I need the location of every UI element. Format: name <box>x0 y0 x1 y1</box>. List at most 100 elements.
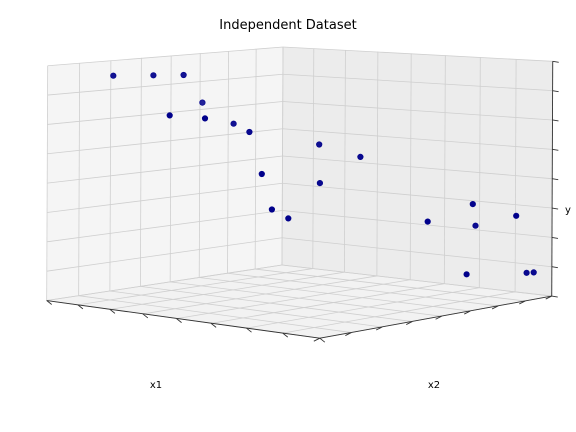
right-wall-grid-line <box>281 264 552 297</box>
data-point <box>463 271 470 278</box>
data-point <box>513 212 520 219</box>
x2-tick <box>77 304 84 310</box>
data-point <box>166 112 173 119</box>
x-axis-label: x1 <box>150 380 162 391</box>
right-wall-grid-line <box>282 128 553 150</box>
floor-grid-line <box>176 279 411 319</box>
x2-tick <box>176 318 182 323</box>
scatter-points <box>110 71 537 278</box>
x2-tick <box>109 309 116 314</box>
x2-tick <box>246 327 252 333</box>
floor-grid-line <box>109 271 345 310</box>
grid-lines <box>46 46 554 339</box>
floor-grid-line <box>211 283 445 324</box>
y-tick <box>552 60 559 63</box>
floor-grid-line <box>77 268 313 306</box>
data-point <box>472 222 479 229</box>
data-point <box>268 206 276 213</box>
chart-title: Independent Dataset <box>219 18 356 33</box>
x1-axis-line <box>46 300 320 339</box>
right-wall-pane <box>282 47 553 297</box>
right-wall-grid-line <box>282 46 553 62</box>
data-point <box>357 153 364 160</box>
axis-panes <box>46 47 553 339</box>
x2-tick <box>46 300 52 305</box>
left-wall-grid-line <box>46 210 283 243</box>
x1-tick <box>545 295 552 300</box>
floor-grid-line <box>246 287 480 329</box>
z-axis-label: y <box>565 205 571 216</box>
left-wall-grid-line <box>46 237 283 272</box>
x1-tick <box>464 310 471 315</box>
left-wall-grid-line <box>78 63 81 296</box>
x2-axis-line <box>319 295 552 339</box>
y-tick <box>551 236 559 239</box>
data-point <box>150 72 157 79</box>
left-wall-grid-line <box>47 46 284 67</box>
data-point <box>316 180 324 187</box>
data-point <box>530 269 537 276</box>
data-point <box>201 115 209 122</box>
floor-grid-line <box>140 285 413 322</box>
x2-tick <box>282 332 289 338</box>
right-wall-grid-line <box>282 155 553 180</box>
left-wall-grid-line <box>46 65 49 301</box>
x1-tick <box>491 305 499 310</box>
data-point <box>285 215 292 222</box>
floor-pane <box>46 265 552 339</box>
y-tick <box>552 119 559 122</box>
left-wall-grid-line <box>47 182 283 213</box>
y-tick <box>551 266 558 269</box>
floor-grid-line <box>282 291 516 334</box>
floor-grid-line <box>142 275 377 315</box>
data-point <box>180 71 187 79</box>
data-point <box>316 141 323 148</box>
data-point <box>246 128 253 136</box>
y-tick <box>552 90 559 93</box>
axis-ticks <box>46 60 559 343</box>
x2-tick <box>319 337 326 343</box>
left-wall-grid-line <box>109 60 112 291</box>
y-tick <box>552 148 559 151</box>
right-wall-grid-line <box>514 59 517 292</box>
floor-grid-line <box>109 290 383 328</box>
floor-grid-line <box>78 295 352 333</box>
y-tick <box>552 178 559 181</box>
x2-tick <box>142 313 149 319</box>
left-wall-pane <box>46 47 284 301</box>
x1-tick <box>345 332 352 336</box>
left-wall-grid-line <box>46 264 283 301</box>
right-wall-grid-line <box>282 237 552 268</box>
x1-tick <box>435 315 442 320</box>
data-point <box>523 269 530 276</box>
x1-tick <box>406 321 413 325</box>
floor-grid-line <box>227 272 499 307</box>
floor-grid-line <box>170 281 442 317</box>
right-wall-grid-line <box>443 55 446 284</box>
floor-grid-line <box>255 268 526 302</box>
x1-tick <box>313 337 321 342</box>
right-wall-grid-line <box>478 57 481 288</box>
left-wall-grid-line <box>47 155 283 184</box>
data-point <box>110 72 117 79</box>
data-point <box>230 120 237 127</box>
x2-tick <box>210 322 217 328</box>
x1-tick <box>519 300 526 305</box>
y-tick <box>551 295 558 298</box>
right-wall-grid-line <box>282 210 553 238</box>
floor-grid-line <box>199 277 471 312</box>
data-point <box>258 170 265 178</box>
y-tick <box>552 207 559 210</box>
left-wall-grid-line <box>47 73 283 96</box>
right-wall-grid-line <box>282 101 553 121</box>
left-wall-grid-line <box>47 128 283 155</box>
x1-tick <box>375 326 383 331</box>
data-point <box>199 99 206 106</box>
data-point <box>469 201 476 208</box>
data-point <box>424 218 431 225</box>
y-axis-label: x2 <box>428 380 440 391</box>
right-wall-grid-line <box>282 182 553 209</box>
right-wall-grid-line <box>282 73 553 92</box>
left-wall-grid-line <box>139 57 142 287</box>
